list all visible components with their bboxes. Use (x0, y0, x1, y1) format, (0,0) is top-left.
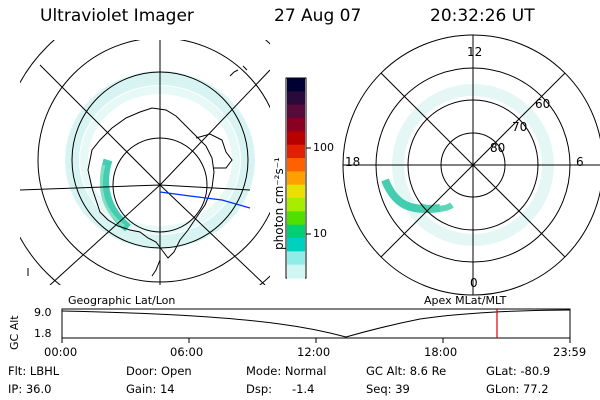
orbit-ytick-high: 9.0 (34, 306, 52, 319)
status-ip: IP: 36.0 (8, 382, 52, 396)
colorbar-band (287, 184, 305, 199)
colorbar-band (287, 264, 305, 279)
orbit-xtick-0: 00:00 (44, 345, 78, 359)
status-door: Door: Open (126, 364, 192, 378)
colorbar-band (287, 171, 305, 186)
status-seq: Seq: 39 (366, 382, 410, 396)
mlt-label-left: 18 (345, 155, 361, 169)
status-filter: Flt: LBHL (8, 364, 60, 378)
status-glat: GLat: -80.9 (486, 364, 551, 378)
orbit-altitude-plot (61, 308, 571, 343)
colorbar-band (287, 211, 305, 226)
colorbar-band (287, 251, 305, 266)
geographic-map (0, 0, 400, 400)
status-gain: Gain: 14 (126, 382, 175, 396)
lat-circle-1 (0, 0, 400, 400)
status-gc-alt: GC Alt: 8.6 Re (366, 364, 447, 378)
altitude-curve (61, 309, 571, 338)
colorbar-band (287, 91, 305, 106)
colorbar-band (287, 104, 305, 119)
status-dsp-value: -1.4 (292, 382, 315, 396)
colorbar-tick-10: 10 (313, 227, 327, 240)
orbit-ytick-low: 1.8 (34, 327, 52, 340)
orbit-xtick-4: 23:59 (553, 345, 587, 359)
orbit-ylabel: GC Alt (8, 315, 21, 350)
right-map-caption: Apex MLat/MLT (424, 294, 507, 307)
status-glon: GLon: 77.2 (486, 382, 549, 396)
colorbar-tick-100: 100 (313, 141, 334, 154)
orbit-xtick-1: 06:00 (170, 345, 204, 359)
color-scale-bar (285, 77, 311, 279)
colorbar-band (287, 118, 305, 132)
aurora-bright-band (100, 158, 131, 232)
mlat-label-80: 80 (490, 141, 506, 155)
colorbar-unit-label: photon cm⁻²s⁻¹ (272, 157, 286, 250)
colorbar-band (287, 224, 305, 239)
orbit-xtick-2: 12:00 (297, 345, 331, 359)
satellite-track (159, 191, 251, 209)
colorbar-band (287, 144, 305, 159)
instrument-title: Ultraviolet Imager (40, 6, 194, 26)
status-dsp-label: Dsp: (246, 382, 273, 396)
mlat-label-70: 70 (512, 120, 528, 134)
colorbar-band (287, 238, 305, 252)
left-map-caption: Geographic Lat/Lon (68, 294, 176, 307)
mlt-label-right: 6 (576, 155, 584, 169)
colorbar-band (287, 78, 305, 92)
antarctica-coastline (87, 107, 215, 259)
orbit-xtick-3: 18:00 (424, 345, 458, 359)
status-mode: Mode: Normal (246, 364, 327, 378)
colorbar-band (287, 198, 305, 212)
colorbar-band (287, 158, 305, 172)
mlat-label-60: 60 (535, 97, 551, 111)
mlt-label-bottom: 0 (470, 276, 478, 290)
magnetic-map (342, 34, 600, 296)
mlt-label-top: 12 (467, 45, 483, 59)
image-date: 27 Aug 07 (274, 6, 362, 26)
colorbar-band (287, 131, 305, 146)
image-time: 20:32:26 UT (430, 6, 535, 26)
